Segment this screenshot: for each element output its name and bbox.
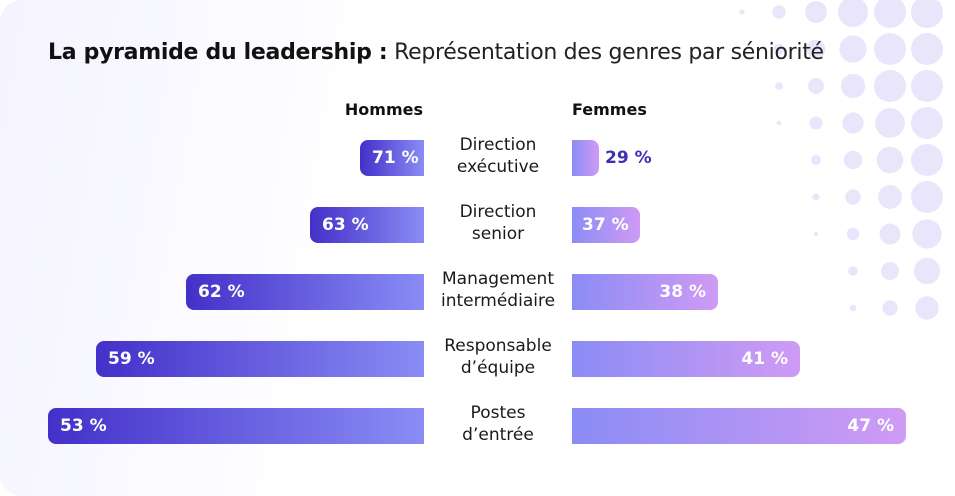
bar-label-men: 53 % bbox=[60, 416, 107, 436]
decor-dot bbox=[813, 231, 819, 237]
decor-dot bbox=[882, 300, 898, 316]
decor-dot bbox=[810, 154, 822, 166]
decor-dot bbox=[874, 0, 906, 28]
title-regular: Représentation des genres par séniorité bbox=[394, 40, 824, 65]
decor-dot bbox=[913, 257, 941, 285]
bar-label-women: 37 % bbox=[582, 215, 629, 235]
decor-dot bbox=[874, 33, 906, 65]
decor-dot bbox=[911, 144, 943, 176]
decor-dot bbox=[772, 5, 786, 19]
category-label: Postes d’entrée bbox=[423, 402, 573, 446]
decor-dot bbox=[874, 70, 906, 102]
decor-dot bbox=[911, 181, 943, 213]
decor-dot bbox=[839, 35, 867, 63]
title-bold: La pyramide du leadership : bbox=[48, 40, 388, 65]
bar-women: 38 % bbox=[572, 274, 718, 310]
bar-men: 59 % bbox=[96, 341, 424, 377]
bar-women: 47 % bbox=[572, 408, 906, 444]
bar-women bbox=[572, 140, 599, 176]
bar-label-men: 63 % bbox=[322, 215, 369, 235]
chart-title: La pyramide du leadership : Représentati… bbox=[48, 40, 824, 65]
decor-dot bbox=[773, 43, 785, 55]
category-label-line: d’équipe bbox=[460, 358, 536, 378]
category-label-line: exécutive bbox=[456, 157, 540, 177]
category-label-line: Management bbox=[442, 269, 554, 289]
decor-dot bbox=[912, 219, 942, 249]
decor-dot bbox=[911, 70, 943, 102]
decor-dot bbox=[809, 116, 823, 130]
legend-men: Hommes bbox=[344, 100, 423, 119]
decor-dot bbox=[878, 185, 902, 209]
decor-dot bbox=[812, 193, 820, 201]
category-label-line: Postes bbox=[470, 403, 526, 423]
bar-label-men: 59 % bbox=[108, 349, 155, 369]
decor-dot bbox=[915, 296, 939, 320]
decor-dot bbox=[911, 0, 943, 28]
category-label: Direction senior bbox=[423, 201, 573, 245]
decor-dot bbox=[911, 33, 943, 65]
category-label-line: Direction bbox=[459, 135, 537, 155]
decor-dot bbox=[879, 223, 901, 245]
decor-dot bbox=[849, 304, 857, 312]
decor-dot bbox=[846, 227, 860, 241]
category-label: Responsable d’équipe bbox=[423, 335, 573, 379]
decor-dot bbox=[805, 1, 827, 23]
bar-label-women-outside: 29 % bbox=[605, 140, 652, 176]
decor-dot bbox=[806, 39, 826, 59]
decor-dot bbox=[911, 107, 943, 139]
bar-men: 63 % bbox=[310, 207, 424, 243]
bar-label-women: 41 % bbox=[741, 349, 788, 369]
bar-men: 62 % bbox=[186, 274, 424, 310]
decor-dot bbox=[848, 266, 858, 276]
decor-dot bbox=[808, 78, 824, 94]
bar-men: 53 % bbox=[48, 408, 424, 444]
category-label: Direction exécutive bbox=[423, 134, 573, 178]
decor-dot bbox=[837, 0, 869, 28]
decor-dot bbox=[776, 120, 782, 126]
bar-label-men: 71 % bbox=[372, 148, 419, 168]
decor-dot bbox=[875, 108, 905, 138]
bar-women: 41 % bbox=[572, 341, 800, 377]
decor-dot bbox=[840, 73, 866, 99]
bar-label-women: 29 % bbox=[605, 148, 652, 168]
decor-dot bbox=[775, 82, 783, 90]
bar-label-men: 62 % bbox=[198, 282, 245, 302]
category-label-line: senior bbox=[471, 224, 525, 244]
bar-label-women: 47 % bbox=[847, 416, 894, 436]
decor-dot bbox=[876, 146, 904, 174]
decor-dot bbox=[739, 9, 745, 15]
category-label-line: Direction bbox=[459, 202, 537, 222]
bar-men: 71 % bbox=[360, 140, 424, 176]
decor-dot bbox=[842, 112, 864, 134]
decor-dot bbox=[845, 189, 861, 205]
category-label-line: Responsable bbox=[444, 336, 552, 356]
decor-dot bbox=[843, 150, 863, 170]
category-label: Management intermédiaire bbox=[423, 268, 573, 312]
category-label-line: intermédiaire bbox=[440, 291, 556, 311]
legend-women: Femmes bbox=[572, 100, 647, 119]
category-label-line: d’entrée bbox=[462, 425, 534, 445]
bar-label-women: 38 % bbox=[659, 282, 706, 302]
decor-dot bbox=[880, 261, 900, 281]
bar-women: 37 % bbox=[572, 207, 640, 243]
